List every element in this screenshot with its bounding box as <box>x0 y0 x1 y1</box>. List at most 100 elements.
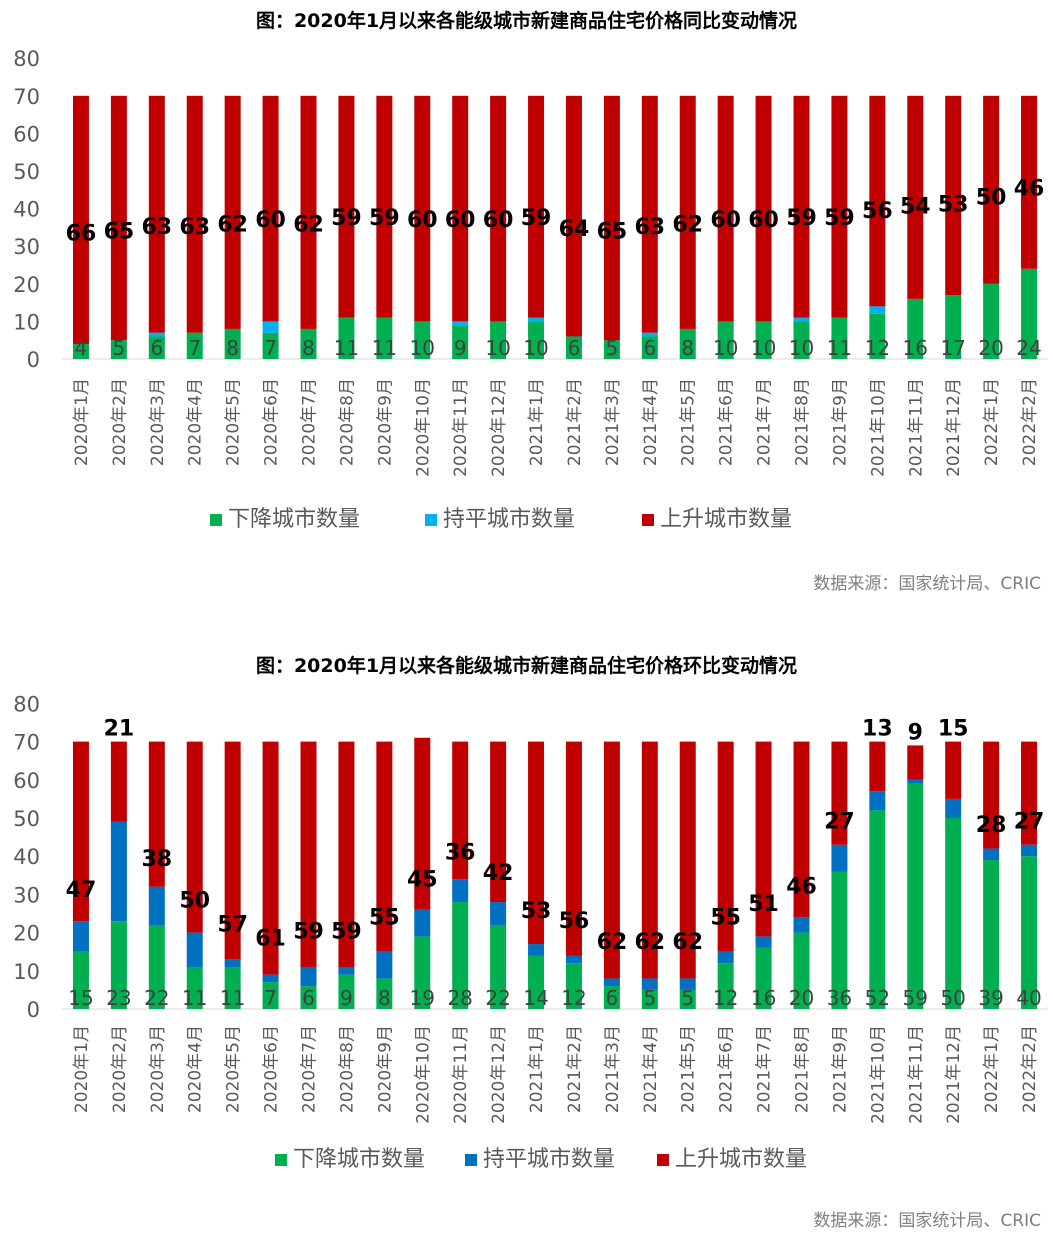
data-label-decline: 6 <box>643 336 656 360</box>
bar-flat <box>831 844 848 872</box>
bar-rise <box>338 95 355 318</box>
bar-rise <box>452 741 469 880</box>
bar-decline <box>452 902 469 1009</box>
legend-swatch <box>642 514 654 526</box>
data-label-decline: 15 <box>68 986 93 1010</box>
data-label-decline: 9 <box>340 986 353 1010</box>
bar-decline <box>490 321 507 359</box>
bar-rise <box>414 737 431 910</box>
bar-rise <box>110 95 127 341</box>
category-label: 2020年10月 <box>413 1025 433 1124</box>
bar-rise <box>528 95 545 318</box>
data-label-rise: 59 <box>331 919 362 944</box>
bar-decline <box>186 332 203 359</box>
data-label-rise: 27 <box>1014 809 1045 834</box>
data-label-decline: 19 <box>410 986 435 1010</box>
y-tick-label: 80 <box>13 47 40 71</box>
data-label-rise: 54 <box>900 195 931 220</box>
data-label-rise: 27 <box>824 809 855 834</box>
category-label: 2021年5月 <box>679 1025 699 1113</box>
bar-flat <box>679 978 696 990</box>
category-label: 2020年8月 <box>337 1025 357 1113</box>
data-label-rise: 53 <box>521 899 552 924</box>
category-label: 2020年3月 <box>148 378 168 466</box>
bar-rise <box>490 741 507 903</box>
data-label-decline: 8 <box>302 336 315 360</box>
data-label-decline: 14 <box>523 986 548 1010</box>
bar-decline <box>110 340 127 359</box>
bar-flat <box>376 951 393 979</box>
bar-decline <box>262 982 279 1009</box>
bar-flat <box>186 932 203 967</box>
data-label-rise: 62 <box>672 213 703 238</box>
y-tick-label: 60 <box>13 769 40 793</box>
category-label: 2021年11月 <box>906 378 926 477</box>
category-label: 2021年1月 <box>527 1025 547 1113</box>
bar-rise <box>945 95 962 296</box>
data-label-decline: 22 <box>144 986 169 1010</box>
bar-decline <box>528 321 545 359</box>
category-label: 2020年5月 <box>224 378 244 466</box>
category-label: 2021年12月 <box>944 1025 964 1124</box>
bar-rise <box>907 745 924 780</box>
category-label: 2021年9月 <box>830 378 850 466</box>
bar-flat <box>224 959 241 967</box>
category-label: 2021年2月 <box>565 1025 585 1113</box>
data-label-rise: 28 <box>976 813 1007 838</box>
data-label-decline: 39 <box>978 986 1003 1010</box>
bar-flat <box>300 966 317 987</box>
bar-decline <box>148 924 165 1009</box>
bar-rise <box>110 741 127 822</box>
category-label: 2020年12月 <box>489 1025 509 1124</box>
data-label-decline: 9 <box>454 336 467 360</box>
data-label-rise: 57 <box>217 913 248 938</box>
data-label-decline: 8 <box>378 986 391 1010</box>
bar-rise <box>945 741 962 799</box>
data-label-rise: 62 <box>217 213 248 238</box>
y-tick-label: 70 <box>13 731 40 755</box>
bar-flat <box>755 936 772 948</box>
data-label-rise: 59 <box>824 206 855 231</box>
bar-rise <box>186 741 203 933</box>
data-label-decline: 6 <box>606 986 619 1010</box>
data-label-decline: 11 <box>182 986 207 1010</box>
bar-decline <box>831 871 848 1009</box>
data-label-rise: 60 <box>483 208 514 233</box>
bar-rise <box>793 741 810 918</box>
data-label-decline: 52 <box>865 986 890 1010</box>
data-label-rise: 65 <box>104 219 135 244</box>
bar-rise <box>414 95 431 322</box>
data-label-rise: 45 <box>407 867 438 892</box>
legend-label: 上升城市数量 <box>675 1147 807 1172</box>
mom-price-change-chart: 0 10 20 30 40 50 60 70 80 15 47 2020年1月 23 21 2020年2月 2… <box>13 692 1048 1172</box>
data-label-rise: 53 <box>938 192 969 217</box>
data-label-decline: 28 <box>447 986 472 1010</box>
data-label-decline: 11 <box>372 336 397 360</box>
category-label: 2021年5月 <box>679 378 699 466</box>
data-label-rise: 63 <box>634 215 665 240</box>
data-label-decline: 16 <box>903 336 928 360</box>
chart-1-title: 图：2020年1月以来各能级城市新建商品住宅价格同比变动情况 <box>255 10 798 32</box>
bar-rise <box>1021 741 1038 845</box>
data-label-rise: 60 <box>255 208 286 233</box>
bar-rise <box>717 95 734 322</box>
bar-rise <box>1021 95 1038 269</box>
y-tick-label: 80 <box>13 692 40 716</box>
bar-decline <box>945 818 962 1009</box>
bar-decline <box>300 986 317 1009</box>
bar-decline <box>376 978 393 1009</box>
y-tick-label: 40 <box>13 198 40 222</box>
data-label-rise: 60 <box>710 208 741 233</box>
bar-flat <box>262 321 279 333</box>
bar-flat <box>452 321 469 326</box>
data-label-decline: 11 <box>827 336 852 360</box>
category-label: 2020年7月 <box>300 378 320 466</box>
bar-flat <box>1021 844 1038 857</box>
bar-decline <box>983 860 1000 1009</box>
bar-flat <box>793 317 810 322</box>
data-label-rise: 55 <box>710 906 741 931</box>
category-label: 2021年12月 <box>944 378 964 477</box>
data-label-decline: 10 <box>410 336 435 360</box>
data-label-decline: 5 <box>606 336 619 360</box>
category-label: 2021年11月 <box>906 1025 926 1124</box>
